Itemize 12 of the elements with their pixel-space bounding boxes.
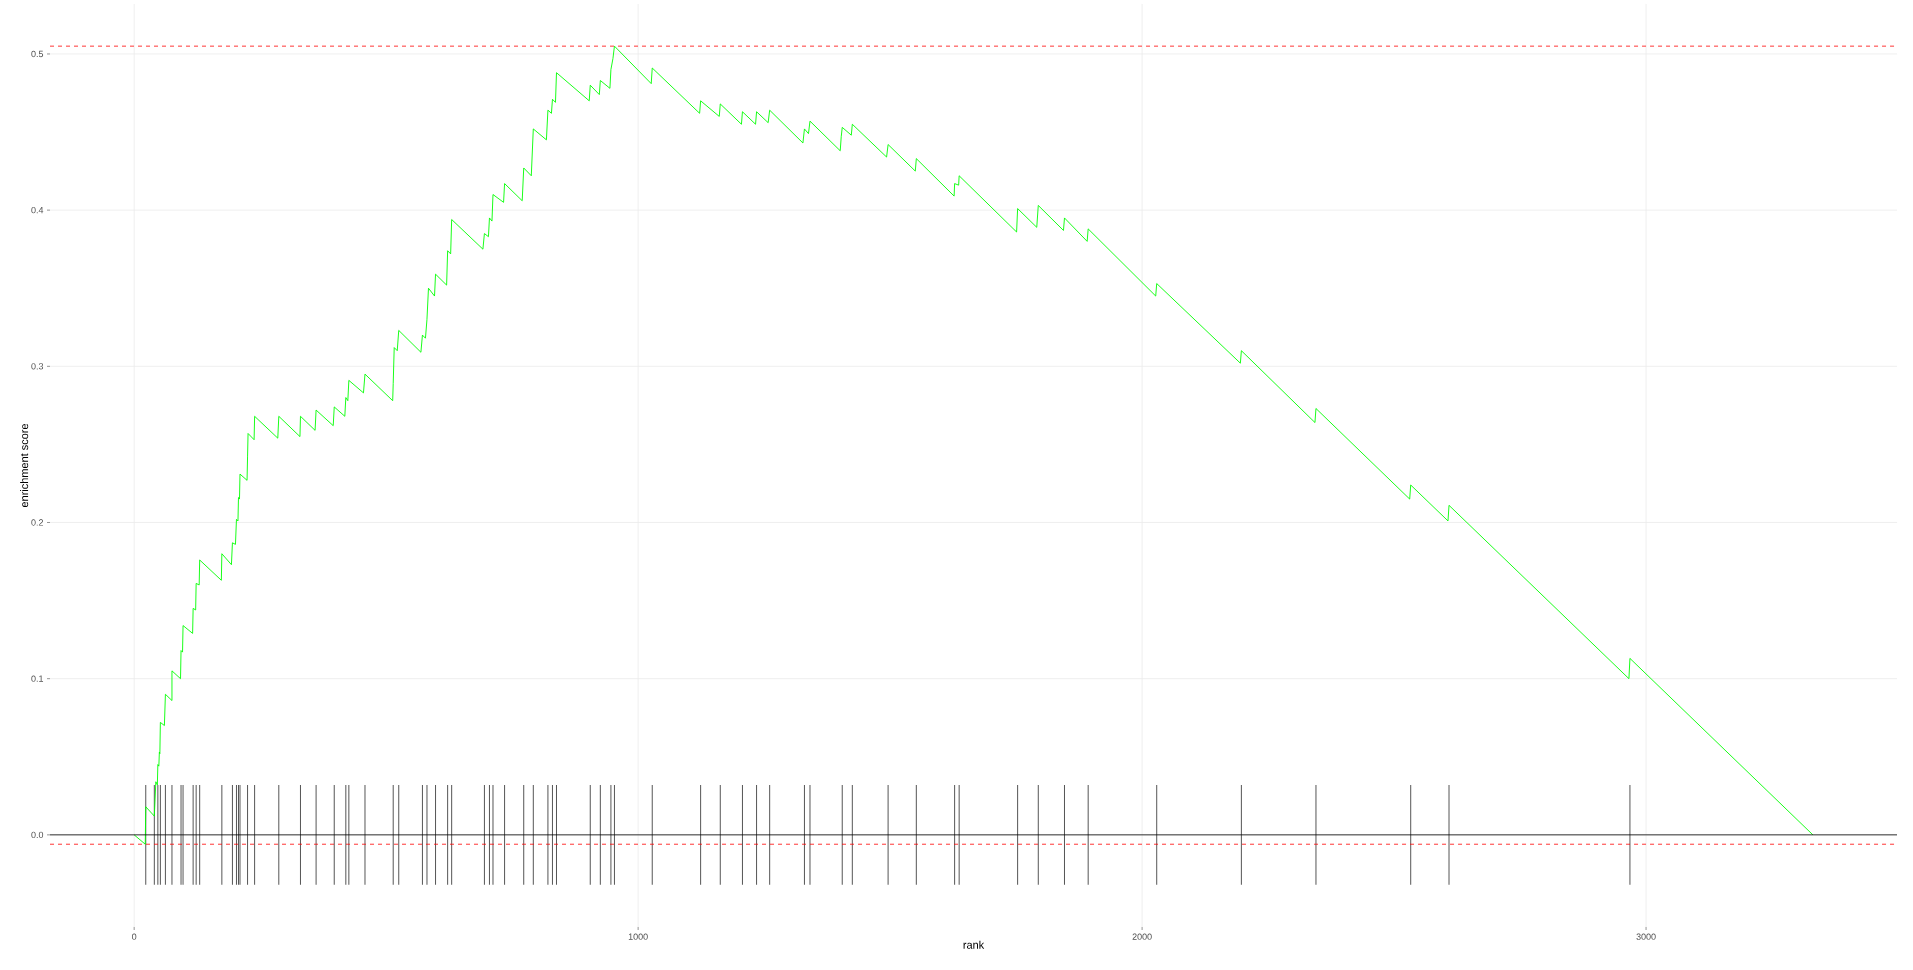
x-axis-title: rank <box>963 940 985 949</box>
y-tick-label: 0.1 <box>31 675 44 682</box>
y-axis-title: enrichment score <box>20 423 29 508</box>
y-tick-label: 0.3 <box>31 363 44 370</box>
y-tick-label: 0.2 <box>31 519 44 526</box>
x-tick-label: 1000 <box>628 933 648 940</box>
x-tick-label: 2000 <box>1132 933 1152 940</box>
x-tick-label: 0 <box>132 933 137 940</box>
y-tick-label: 0.0 <box>31 831 44 839</box>
y-tick-label: 0.4 <box>31 206 44 214</box>
x-tick-label: 3000 <box>1636 933 1656 940</box>
y-tick-label: 0.5 <box>31 50 44 58</box>
